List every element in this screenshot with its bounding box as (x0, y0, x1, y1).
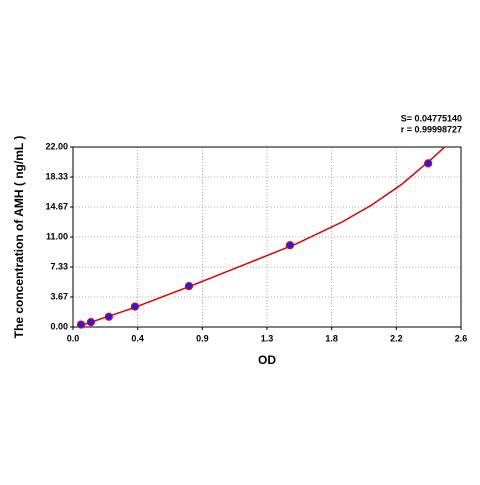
y-tick-label: 11.00 (46, 231, 68, 241)
data-point (285, 241, 295, 250)
x-tick-label: 1.8 (325, 333, 338, 343)
x-axis-title: OD (258, 353, 276, 367)
x-tick-label: 2.6 (455, 333, 468, 343)
plot-frame (72, 146, 462, 328)
data-point (104, 312, 113, 321)
annotation: r = 0.99998727 (401, 124, 462, 134)
data-point (184, 281, 194, 291)
x-tick-label: 2.2 (390, 333, 403, 343)
y-tick-label: 22.00 (45, 141, 68, 151)
fit-curve (78, 146, 446, 327)
y-tick-label: 0.00 (50, 321, 68, 331)
x-tick-label: 1.3 (261, 333, 274, 343)
x-tick-label: 0.9 (196, 333, 209, 343)
data-point (86, 317, 96, 327)
y-tick-label: 18.33 (45, 171, 68, 181)
x-tick-label: 0.4 (131, 333, 144, 343)
y-tick-label: 14.67 (45, 201, 68, 211)
y-axis-title: The concentration of AMH ( ng/mL ) (12, 136, 26, 339)
y-tick-label: 7.33 (50, 261, 68, 271)
data-point (424, 159, 433, 168)
data-point (130, 302, 140, 311)
data-point (76, 320, 86, 329)
annotation: S= 0.04775140 (401, 113, 462, 123)
x-tick-label: 0.0 (67, 333, 80, 343)
y-tick-label: 3.67 (50, 291, 68, 301)
